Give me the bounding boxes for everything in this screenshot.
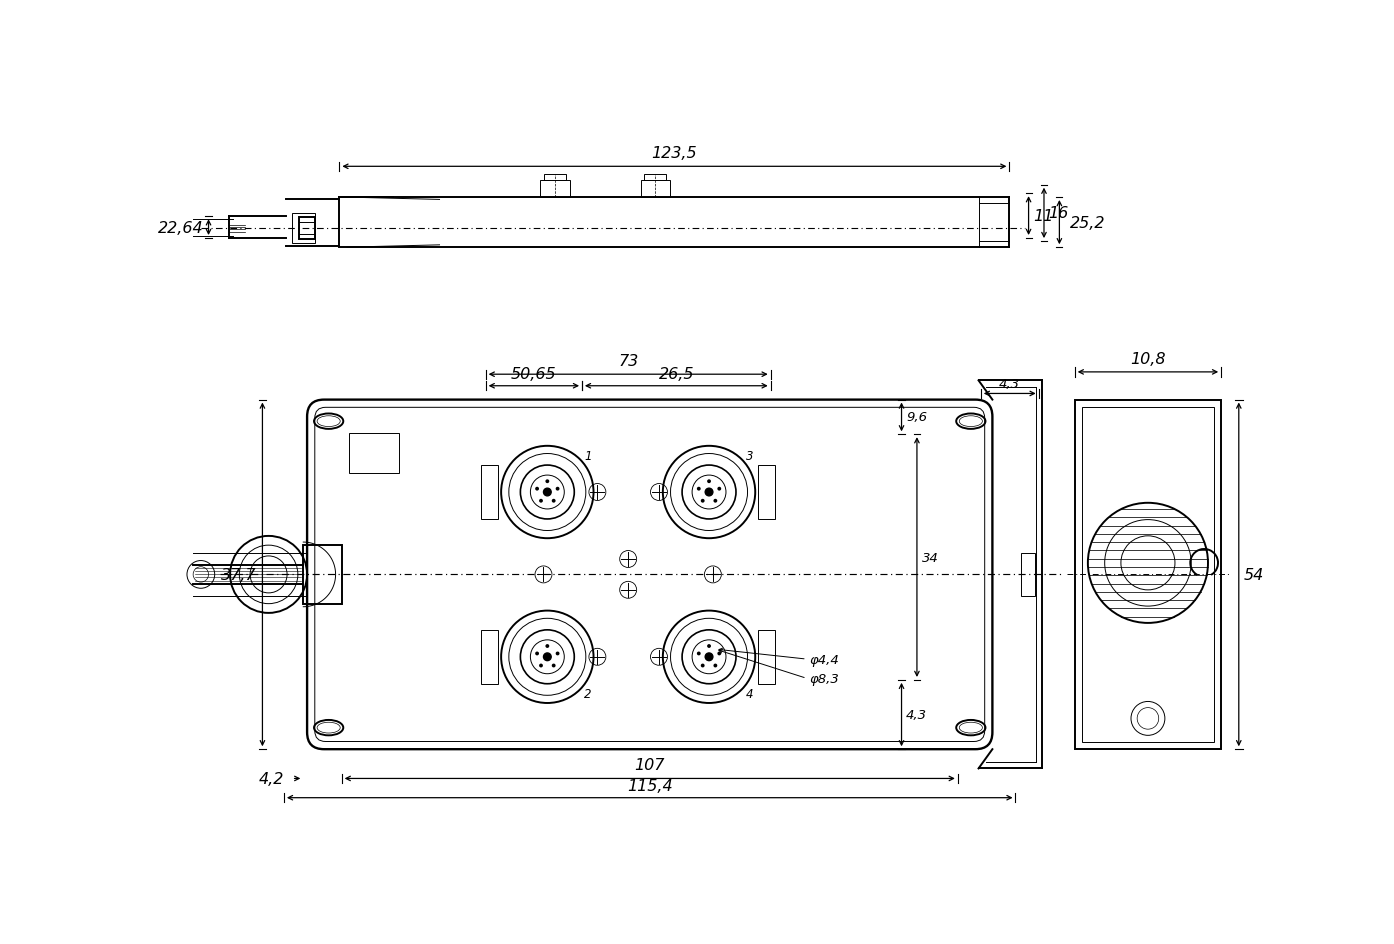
Bar: [1020, 553, 1034, 596]
Text: 34: 34: [921, 551, 938, 564]
Circle shape: [545, 480, 549, 483]
Circle shape: [552, 664, 556, 667]
Circle shape: [707, 480, 711, 483]
Circle shape: [539, 499, 542, 503]
Circle shape: [556, 487, 559, 491]
Text: 4,3: 4,3: [906, 708, 927, 721]
Bar: [644, 175, 666, 181]
Bar: [1075, 400, 1221, 750]
Text: 9,6: 9,6: [906, 411, 927, 424]
Circle shape: [697, 652, 701, 656]
Circle shape: [535, 652, 539, 656]
Circle shape: [705, 489, 712, 497]
Text: 25,2: 25,2: [1071, 215, 1105, 230]
Circle shape: [718, 652, 721, 656]
Text: 1: 1: [584, 449, 592, 462]
Text: 4,3: 4,3: [999, 378, 1020, 390]
Bar: [640, 181, 669, 198]
Circle shape: [552, 499, 556, 503]
Circle shape: [556, 652, 559, 656]
Text: 37,7: 37,7: [220, 567, 256, 582]
Text: 11: 11: [1033, 209, 1054, 224]
Circle shape: [545, 645, 549, 649]
Circle shape: [705, 653, 712, 661]
Text: φ4,4: φ4,4: [809, 653, 839, 666]
Text: 115,4: 115,4: [627, 778, 672, 793]
Text: 16: 16: [1048, 206, 1069, 221]
Bar: [758, 465, 775, 519]
Circle shape: [714, 664, 718, 667]
Bar: [544, 175, 566, 181]
Circle shape: [697, 487, 701, 491]
Circle shape: [544, 653, 551, 661]
Bar: [481, 631, 498, 684]
Bar: [1082, 407, 1214, 743]
Text: 3: 3: [746, 449, 754, 462]
Text: 107: 107: [634, 757, 665, 772]
Text: 2: 2: [584, 687, 592, 700]
Circle shape: [707, 645, 711, 649]
Text: φ8,3: φ8,3: [809, 672, 839, 685]
Text: 4,2: 4,2: [259, 771, 284, 786]
Circle shape: [535, 487, 539, 491]
Circle shape: [701, 664, 704, 667]
Bar: [304, 546, 342, 604]
Circle shape: [544, 489, 551, 497]
Text: 50,65: 50,65: [512, 366, 556, 381]
Bar: [350, 433, 400, 473]
Bar: [481, 465, 498, 519]
Text: 123,5: 123,5: [651, 146, 697, 161]
Text: 73: 73: [618, 354, 638, 369]
Bar: [300, 218, 315, 240]
Text: 26,5: 26,5: [658, 366, 694, 381]
Text: 22,64: 22,64: [159, 220, 204, 235]
Bar: [541, 181, 570, 198]
Text: 54: 54: [1243, 567, 1264, 582]
Bar: [758, 631, 775, 684]
Circle shape: [718, 487, 721, 491]
Text: 4: 4: [746, 687, 754, 700]
Text: 10,8: 10,8: [1131, 351, 1165, 366]
Circle shape: [714, 499, 718, 503]
Circle shape: [701, 499, 704, 503]
Circle shape: [539, 664, 542, 667]
Bar: [291, 213, 315, 244]
